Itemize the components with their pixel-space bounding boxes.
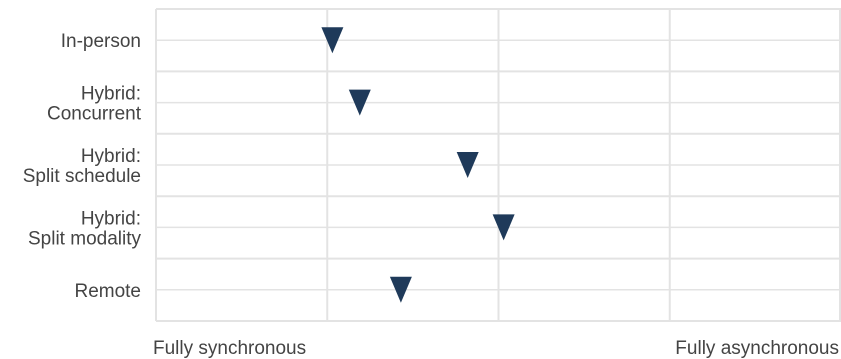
category-label: Hybrid: xyxy=(81,208,141,229)
category-label: Concurrent xyxy=(47,104,142,125)
category-label: Remote xyxy=(74,281,141,302)
data-point-marker xyxy=(456,152,479,178)
x-axis-label-left: Fully synchronous xyxy=(153,338,306,359)
category-label: Hybrid: xyxy=(81,84,141,105)
grid xyxy=(155,8,841,322)
data-point-marker xyxy=(348,89,371,116)
category-label: Split modality xyxy=(28,228,141,249)
data-point-marker xyxy=(321,27,344,54)
x-axis-label-right: Fully asynchronous xyxy=(675,338,839,359)
category-label: In-person xyxy=(61,31,141,52)
data-point-marker xyxy=(389,276,412,303)
category-label: Hybrid: xyxy=(81,146,141,167)
markers xyxy=(321,27,515,303)
category-label: Split schedule xyxy=(23,166,141,187)
data-point-marker xyxy=(492,214,515,241)
